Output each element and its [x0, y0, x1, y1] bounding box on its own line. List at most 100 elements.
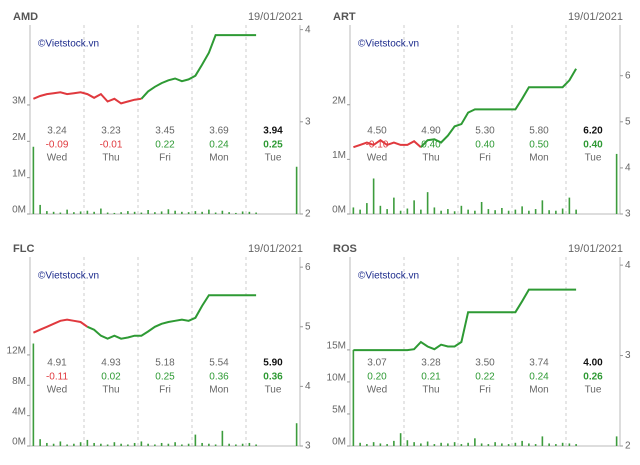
volume-bar [52, 443, 55, 446]
volume-bar [79, 442, 82, 446]
volume-bar [39, 204, 41, 214]
volume-bar [447, 443, 449, 446]
volume-bar [561, 442, 564, 446]
day-change: 0.40 [583, 140, 603, 151]
volume-bar [359, 209, 361, 214]
day-name: Mon [529, 385, 548, 396]
volume-bar [501, 443, 503, 446]
day-name: Tue [585, 385, 602, 396]
volume-bar [52, 211, 55, 214]
volume-bar [201, 442, 203, 446]
volume-bar [32, 343, 35, 446]
volume-bar [120, 443, 122, 446]
day-name: Wed [367, 153, 387, 164]
watermark: ©Vietstock.vn [358, 271, 419, 282]
volume-bar [86, 439, 89, 446]
day-change: -0.09 [46, 140, 69, 151]
day-change: 0.36 [209, 372, 229, 383]
volume-bar [575, 444, 577, 446]
volume-bar [181, 444, 183, 446]
volume-bar [147, 443, 149, 446]
ticker: ROS [333, 243, 357, 255]
volume-bar [534, 444, 537, 446]
volume-bar [426, 441, 429, 446]
watermark: ©Vietstock.vn [38, 39, 99, 50]
volume-bar [208, 209, 210, 214]
day-change: -0.10 [366, 140, 389, 151]
y-tick-label: 1M [12, 168, 26, 179]
volume-bar [86, 210, 89, 214]
volume-bar [59, 441, 62, 446]
ticker: AMD [13, 11, 38, 23]
volume-bar [214, 212, 217, 214]
volume-bar [255, 212, 257, 214]
volume-bar [474, 210, 476, 214]
day-change: 0.02 [101, 372, 121, 383]
y-tick-label: 0M [332, 205, 346, 216]
volume-bar [352, 207, 355, 214]
volume-bar [214, 444, 217, 446]
y2-tick-label: 3 [625, 209, 631, 220]
price-line [140, 34, 257, 100]
volume-bar [399, 433, 402, 446]
day-name: Mon [209, 385, 228, 396]
volume-bar [514, 442, 517, 446]
date: 19/01/2021 [568, 11, 623, 23]
volume-bar [93, 211, 95, 214]
volume-bar [494, 442, 496, 446]
ticker: ART [333, 11, 356, 23]
volume-bar [140, 212, 143, 214]
day-price: 6.20 [583, 126, 603, 137]
y-tick-label: 15M [327, 341, 346, 352]
y2-tick-label: 4 [305, 24, 311, 35]
volume-bar [399, 210, 402, 214]
day-change: 0.50 [529, 140, 549, 151]
y-tick-label: 5M [332, 405, 346, 416]
volume-bar [39, 439, 41, 446]
day-change: 0.24 [209, 140, 229, 151]
watermark: ©Vietstock.vn [38, 271, 99, 282]
volume-bar [73, 212, 75, 214]
volume-bar [386, 444, 388, 446]
volume-bar [413, 200, 415, 214]
volume-bar [221, 210, 224, 214]
volume-bar [73, 443, 75, 446]
day-price: 5.30 [475, 126, 495, 137]
volume-bar [46, 442, 48, 446]
volume-bar [147, 210, 149, 214]
day-change: 0.40 [421, 140, 441, 151]
y2-tick-label: 6 [625, 70, 631, 81]
volume-bar [420, 443, 422, 446]
volume-bar [59, 212, 62, 214]
y2-tick-label: 2 [305, 209, 311, 220]
day-change: 0.22 [155, 140, 175, 151]
y-tick-label: 4M [12, 406, 26, 417]
volume-bar [386, 209, 388, 214]
volume-bar [534, 209, 537, 214]
price-line [32, 318, 88, 334]
day-name: Fri [159, 153, 171, 164]
day-name: Tue [265, 153, 282, 164]
volume-bar [235, 444, 237, 446]
y2-tick-label: 5 [305, 321, 311, 332]
volume-bar [187, 443, 190, 446]
day-price: 3.45 [155, 126, 175, 137]
volume-bar [160, 442, 163, 446]
volume-bar [548, 443, 550, 446]
day-price: 4.00 [583, 358, 603, 369]
day-price: 3.94 [263, 126, 283, 137]
volume-bar [615, 436, 618, 446]
price-line [420, 68, 577, 148]
day-price: 5.90 [263, 358, 283, 369]
volume-bar [366, 203, 368, 214]
volume-bar [393, 440, 395, 446]
y2-tick-label: 3 [625, 350, 631, 361]
volume-bar [221, 430, 224, 446]
y2-tick-label: 4 [305, 381, 311, 392]
day-price: 4.50 [367, 126, 387, 137]
day-name: Tue [585, 153, 602, 164]
day-price: 3.50 [475, 358, 495, 369]
day-name: Tue [265, 385, 282, 396]
day-price: 3.28 [421, 358, 441, 369]
